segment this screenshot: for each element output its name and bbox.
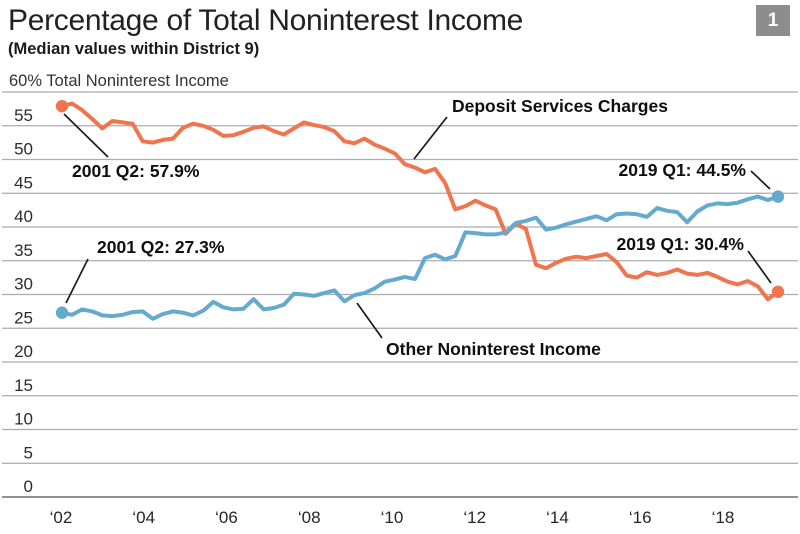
annotation-other-start-connector xyxy=(65,258,89,304)
series-line-other-noninterest-income xyxy=(60,194,780,321)
series-label-other-noninterest-income-connector xyxy=(356,302,383,339)
series-label-deposit-services-charges-connector xyxy=(413,116,448,160)
y-tick-label-5: 5 xyxy=(24,443,33,462)
y-tick-label-25: 25 xyxy=(14,308,33,327)
y-tick-label-50: 50 xyxy=(14,140,33,159)
start-dot-deposit-services-charges xyxy=(55,99,69,113)
y-tick-label-10: 10 xyxy=(14,410,33,429)
annotation-deposit-end: 2019 Q1: 30.4% xyxy=(617,234,745,254)
y-tick-label-30: 30 xyxy=(14,275,33,294)
x-tick-label-08: ‘08 xyxy=(298,508,321,527)
x-tick-label-18: ‘18 xyxy=(712,508,735,527)
figure-number-badge: 1 xyxy=(756,5,790,36)
annotation-other-start: 2001 Q2: 27.3% xyxy=(97,237,225,257)
x-tick-label-02: ‘02 xyxy=(50,508,73,527)
x-tick-label-14: ‘14 xyxy=(546,508,569,527)
x-tick-label-04: ‘04 xyxy=(132,508,155,527)
annotation-deposit-start: 2001 Q2: 57.9% xyxy=(72,161,200,181)
annotation-other-end: 2019 Q1: 44.5% xyxy=(619,160,747,180)
y-tick-label-15: 15 xyxy=(14,376,33,395)
annotation-other-end-connector xyxy=(750,170,771,190)
annotation-deposit-start-connector xyxy=(63,113,109,158)
start-dot-other-noninterest-income xyxy=(55,306,69,319)
x-tick-label-06: ‘06 xyxy=(215,508,238,527)
end-dot-deposit-services-charges xyxy=(771,285,785,298)
y-tick-label-35: 35 xyxy=(14,241,33,260)
annotation-deposit-end-connector xyxy=(747,250,772,284)
series-line-deposit-services-charges xyxy=(60,101,780,302)
y-tick-label-0: 0 xyxy=(24,477,33,496)
x-tick-label-10: ‘10 xyxy=(381,508,404,527)
y-tick-label-20: 20 xyxy=(14,342,33,361)
y-tick-label-45: 45 xyxy=(14,173,33,192)
page-subtitle: (Median values within District 9) xyxy=(8,40,260,58)
y-axis-top-label: 60% Total Noninterest Income xyxy=(9,72,229,90)
series-label-deposit-services-charges: Deposit Services Charges xyxy=(452,96,668,116)
x-tick-label-12: ‘12 xyxy=(463,508,486,527)
page-title: Percentage of Total Noninterest Income xyxy=(8,4,524,37)
x-tick-label-16: ‘16 xyxy=(629,508,652,527)
y-tick-label-55: 55 xyxy=(14,106,33,125)
end-dot-other-noninterest-income xyxy=(771,190,785,203)
series-label-other-noninterest-income: Other Noninterest Income xyxy=(386,339,601,359)
y-tick-label-40: 40 xyxy=(14,207,33,226)
